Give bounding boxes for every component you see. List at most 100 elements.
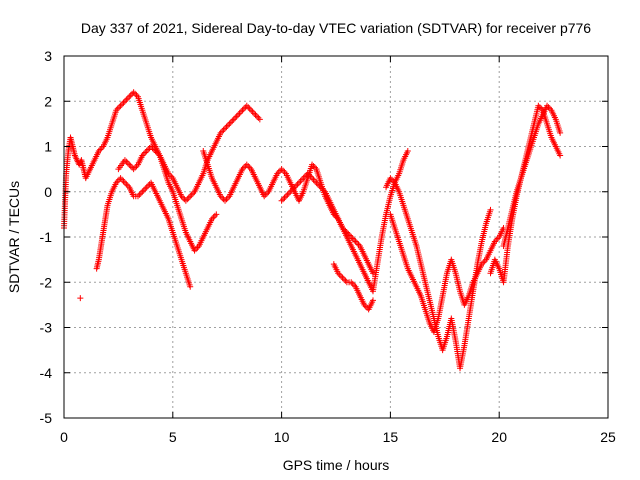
data-point <box>124 160 131 167</box>
grid-lines <box>64 56 608 418</box>
data-point <box>230 116 237 123</box>
y-tick-label: 0 <box>44 184 52 200</box>
x-axis-label: GPS time / hours <box>283 457 390 473</box>
data-point <box>143 148 150 155</box>
data-point <box>285 190 292 197</box>
data-point <box>145 182 152 189</box>
data-point <box>297 178 304 185</box>
data-point <box>127 92 134 99</box>
data-point <box>294 181 301 188</box>
data-point <box>222 125 229 132</box>
data-point <box>340 276 347 283</box>
series-2 <box>93 175 194 290</box>
data-point <box>222 197 229 204</box>
data-point <box>349 280 356 287</box>
data-point <box>184 196 191 203</box>
data-point <box>243 161 250 168</box>
data-point <box>117 102 124 109</box>
data-point <box>280 167 287 174</box>
data-point <box>284 191 291 198</box>
data-point <box>240 105 247 112</box>
series-3 <box>115 102 263 204</box>
data-point <box>223 123 230 130</box>
data-point <box>557 129 564 136</box>
data-point <box>121 179 128 186</box>
series-8 <box>387 211 507 336</box>
y-tick-label: -1 <box>40 229 53 245</box>
data-point <box>339 274 346 281</box>
series-4 <box>200 148 376 277</box>
data-point <box>119 176 126 183</box>
data-point <box>130 166 137 173</box>
data-point <box>127 163 134 170</box>
data-point <box>354 240 361 247</box>
data-point <box>220 126 227 133</box>
data-point <box>296 179 303 186</box>
data-point <box>223 196 230 203</box>
data-point <box>226 120 233 127</box>
data-point <box>132 90 139 97</box>
data-point <box>245 104 252 111</box>
y-axis-label: SDTVAR / TECUs <box>6 181 22 293</box>
series-1 <box>61 89 220 254</box>
axis-ticks: -5 -4 -3 -2 -1 0 1 2 3 0 5 10 15 20 25 <box>40 48 616 445</box>
data-point <box>213 211 220 218</box>
data-point <box>211 212 218 219</box>
data-point <box>137 190 144 197</box>
data-point <box>255 114 262 121</box>
data-point <box>145 146 152 153</box>
data-point <box>132 164 139 171</box>
data-point <box>120 178 127 185</box>
data-point <box>77 295 84 302</box>
data-point <box>249 108 256 115</box>
data-point <box>278 197 285 204</box>
data-point <box>245 163 252 170</box>
data-point <box>404 148 411 155</box>
data-point <box>557 152 564 159</box>
data-point <box>143 184 150 191</box>
series-5 <box>278 148 411 295</box>
data-point <box>280 196 287 203</box>
x-tick-label: 5 <box>169 429 177 445</box>
x-tick-label: 25 <box>600 429 616 445</box>
data-point <box>142 185 149 192</box>
data-point <box>342 277 349 284</box>
data-point <box>252 111 259 118</box>
data-point <box>233 113 240 120</box>
y-tick-label: -5 <box>40 410 53 426</box>
series-6 <box>330 261 376 313</box>
data-point <box>124 95 131 102</box>
data-point <box>142 149 149 156</box>
data-point <box>352 238 359 245</box>
data-point <box>136 191 143 198</box>
x-tick-label: 15 <box>383 429 399 445</box>
chart-title: Day 337 of 2021, Sidereal Day-to-day VTE… <box>81 20 591 36</box>
data-point <box>123 96 130 103</box>
data-point <box>130 89 137 96</box>
data-points <box>61 89 564 372</box>
data-point <box>185 194 192 201</box>
data-point <box>282 193 289 200</box>
series-10 <box>500 102 564 250</box>
data-point <box>187 193 194 200</box>
x-tick-label: 10 <box>274 429 290 445</box>
data-point <box>227 119 234 126</box>
data-point <box>229 117 236 124</box>
data-point <box>251 110 258 117</box>
y-tick-label: 1 <box>44 139 52 155</box>
data-point <box>126 161 133 168</box>
data-point <box>139 188 146 195</box>
data-point <box>182 197 189 204</box>
data-point <box>117 175 124 182</box>
data-point <box>369 297 376 304</box>
x-tick-label: 20 <box>491 429 507 445</box>
data-point <box>123 181 130 188</box>
data-point <box>121 98 128 105</box>
data-point <box>281 194 288 201</box>
data-point <box>236 110 243 117</box>
data-point <box>278 166 285 173</box>
y-tick-label: -2 <box>40 274 53 290</box>
data-point <box>140 187 147 194</box>
data-point <box>188 191 195 198</box>
y-tick-label: -4 <box>40 365 53 381</box>
